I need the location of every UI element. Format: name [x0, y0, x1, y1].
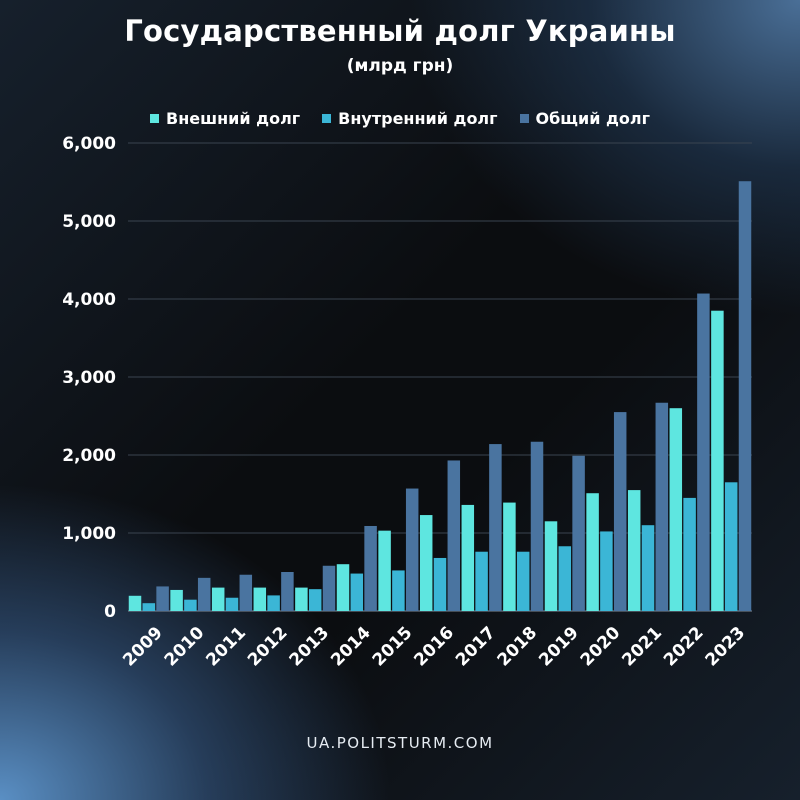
bar-external-debt-2017 [461, 504, 475, 611]
bar-internal-debt-2018 [516, 551, 530, 611]
bar-internal-debt-2012 [267, 595, 280, 611]
x-tick-label: 2020 [577, 623, 625, 671]
bar-total-debt-2010 [197, 577, 211, 611]
bar-external-debt-2012 [253, 587, 267, 611]
x-tick-label: 2009 [119, 623, 167, 671]
bar-total-debt-2016 [447, 460, 461, 611]
bar-internal-debt-2016 [433, 557, 447, 611]
bar-total-debt-2023 [738, 181, 752, 611]
bar-total-debt-2020 [613, 412, 627, 611]
x-tick-label: 2018 [494, 623, 542, 671]
legend-label-external: Внешний долг [166, 109, 301, 128]
x-tick-label: 2021 [618, 623, 666, 671]
bar-total-debt-2017 [489, 444, 502, 611]
x-tick-label: 2014 [327, 623, 375, 671]
y-tick-label: 5,000 [62, 212, 116, 232]
bar-total-debt-2013 [322, 565, 336, 611]
y-tick-label: 2,000 [62, 446, 116, 466]
bar-external-debt-2023 [711, 310, 724, 611]
bar-total-debt-2021 [655, 402, 669, 611]
bar-internal-debt-2023 [724, 482, 738, 611]
chart-subtitle: (млрд грн) [346, 56, 454, 76]
bar-external-debt-2013 [295, 587, 308, 611]
x-tick-label: 2012 [244, 623, 292, 671]
x-tick-label: 2015 [369, 623, 417, 671]
bar-internal-debt-2013 [308, 589, 322, 611]
chart-title: Государственный долг Украины [124, 14, 676, 48]
bar-external-debt-2018 [503, 502, 516, 611]
footer-website: UA.POLITSTURM.COM [306, 734, 494, 752]
x-tick-label: 2019 [535, 623, 583, 671]
x-tick-label: 2023 [702, 623, 750, 671]
bar-total-debt-2022 [697, 293, 710, 611]
bar-internal-debt-2020 [600, 531, 613, 611]
legend-label-total: Общий долг [535, 109, 650, 128]
legend-swatch-internal [322, 114, 332, 123]
x-tick-label: 2010 [161, 623, 209, 671]
bar-external-debt-2016 [419, 515, 433, 611]
bar-total-debt-2018 [530, 441, 544, 611]
bar-external-debt-2010 [170, 589, 183, 611]
x-tick-label: 2013 [286, 623, 334, 671]
legend-item-internal: Внутренний долг [322, 109, 498, 128]
y-tick-label: 1,000 [62, 524, 116, 544]
x-tick-label: 2011 [202, 623, 250, 671]
bar-external-debt-2020 [586, 493, 599, 611]
bar-internal-debt-2022 [683, 497, 696, 611]
bar-external-debt-2015 [378, 530, 391, 611]
bar-internal-debt-2010 [184, 599, 197, 611]
legend-item-external: Внешний долг [150, 109, 300, 128]
y-tick-label: 4,000 [62, 290, 116, 310]
bar-external-debt-2022 [669, 408, 683, 611]
bar-total-debt-2019 [572, 455, 585, 611]
x-tick-label: 2017 [452, 623, 500, 671]
bar-internal-debt-2011 [225, 597, 239, 611]
bar-internal-debt-2019 [558, 546, 572, 611]
y-tick-label: 6,000 [62, 134, 116, 154]
legend-label-internal: Внутренний долг [338, 109, 498, 128]
bar-total-debt-2009 [156, 586, 169, 611]
legend-item-total: Общий долг [519, 109, 650, 128]
bar-internal-debt-2015 [392, 570, 405, 611]
legend-swatch-total [519, 114, 529, 123]
bar-total-debt-2015 [405, 488, 419, 611]
x-tick-label: 2022 [660, 623, 708, 671]
bar-external-debt-2019 [544, 521, 558, 611]
bar-total-debt-2012 [281, 572, 294, 611]
bar-internal-debt-2021 [641, 525, 655, 611]
bar-internal-debt-2009 [142, 603, 156, 611]
y-tick-label: 3,000 [62, 368, 116, 388]
bar-external-debt-2009 [128, 595, 142, 611]
bar-total-debt-2014 [364, 525, 377, 611]
y-tick-label: 0 [104, 602, 116, 622]
bar-internal-debt-2017 [475, 551, 488, 611]
legend: Внешний долг Внутренний долг Общий долг [0, 109, 800, 128]
bar-total-debt-2011 [239, 574, 253, 611]
bar-external-debt-2021 [627, 490, 641, 611]
legend-swatch-external [150, 114, 160, 123]
bar-external-debt-2011 [211, 587, 225, 611]
x-tick-label: 2016 [410, 623, 458, 671]
bar-external-debt-2014 [336, 564, 350, 611]
bar-internal-debt-2014 [350, 573, 364, 611]
